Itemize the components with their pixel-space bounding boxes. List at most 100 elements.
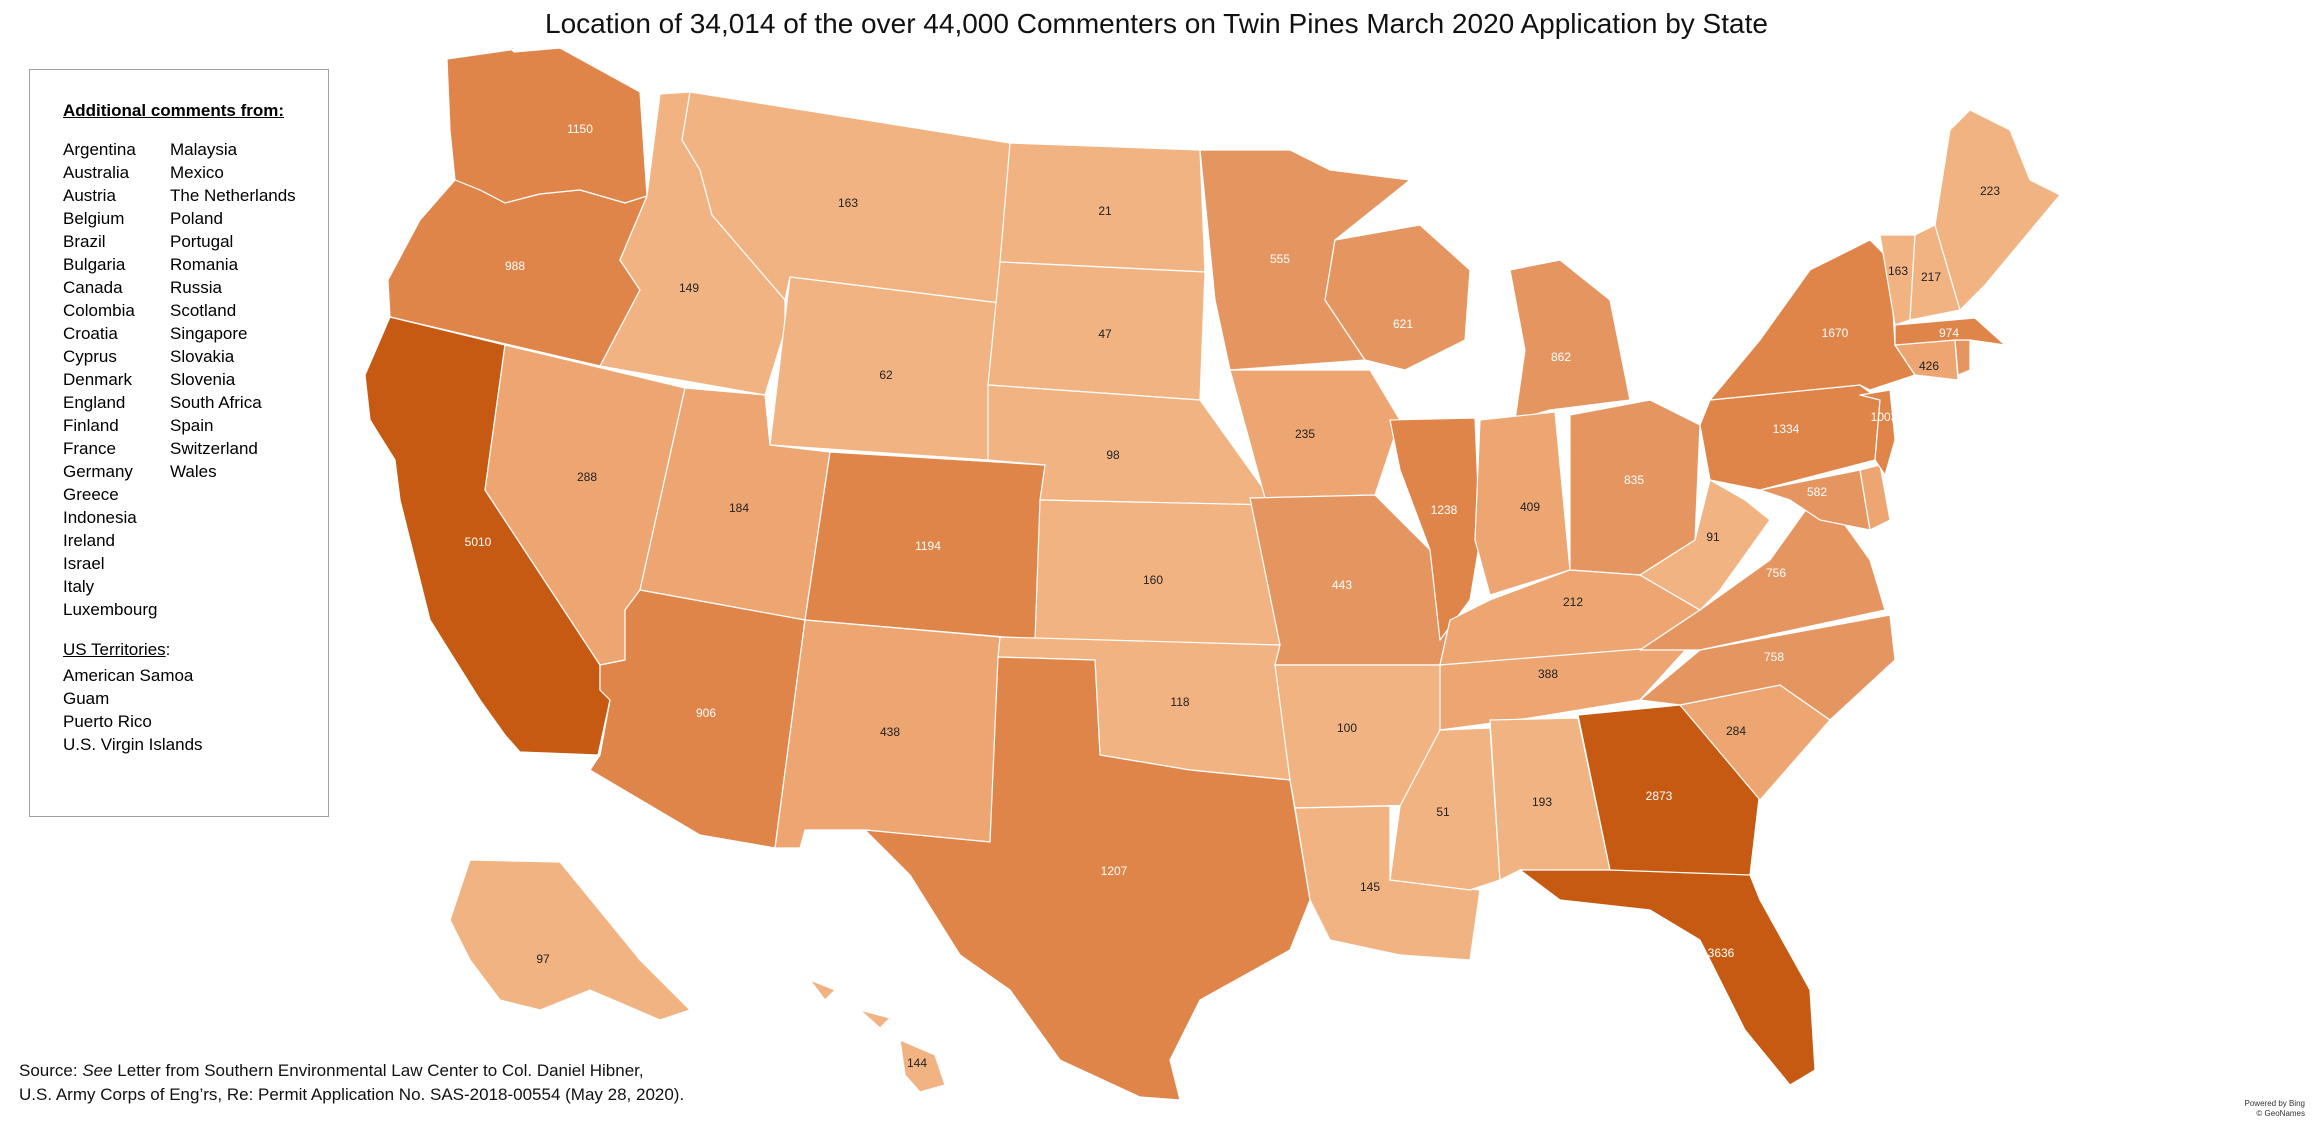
state-value-nm: 438 [880,725,900,739]
state-value-pa: 1334 [1773,422,1800,436]
state-me [1934,109,2061,311]
country-item: Poland [170,209,223,228]
source-line1: Letter from Southern Environmental Law C… [112,1061,644,1080]
state-fl [1519,869,1816,1086]
state-value-al: 193 [1532,795,1552,809]
state-value-tx: 1207 [1101,864,1128,878]
map-credit: Powered by Bing © GeoNames [2245,1099,2305,1119]
state-value-ny: 1670 [1822,326,1849,340]
state-value-mi: 862 [1551,350,1571,364]
state-value-wa: 1150 [567,122,593,136]
state-tx [864,656,1311,1101]
state-value-ar: 100 [1337,721,1357,735]
country-item: Colombia [63,301,135,320]
state-wv [1639,479,1771,611]
state-value-ok: 118 [1170,695,1189,709]
territories-heading-text: US Territories [63,640,166,659]
country-item: Bulgaria [63,255,126,274]
state-ri [1954,339,1971,376]
state-value-az: 906 [696,706,716,720]
state-value-nv: 288 [577,470,597,484]
country-item: Austria [63,186,116,205]
country-item: Slovakia [170,347,235,366]
country-item: Mexico [170,163,224,182]
country-item: Portugal [170,232,234,251]
country-item: France [63,439,116,458]
state-value-ky: 212 [1563,595,1583,609]
state-value-tn: 388 [1538,667,1558,681]
state-value-ia: 235 [1295,427,1315,441]
state-value-md: 582 [1807,485,1827,499]
country-item: Belgium [63,209,125,228]
state-value-wi: 621 [1393,317,1413,331]
country-item: Indonesia [63,508,137,527]
state-value-or: 988 [505,259,525,273]
state-value-nd: 21 [1098,204,1112,218]
legend-box: Additional comments from: Argentina Austr… [29,69,329,817]
state-in [1474,411,1571,596]
state-value-ms: 51 [1436,805,1450,819]
country-item: Switzerland [170,439,258,458]
state-value-mn: 555 [1270,252,1290,266]
territory-item: Guam [63,689,110,708]
country-item: Israel [63,554,105,573]
state-value-ut: 184 [729,501,749,515]
territory-item: Puerto Rico [63,712,152,731]
country-item: Scotland [170,301,237,320]
state-md [1759,469,1871,531]
state-value-ne: 98 [1106,448,1120,462]
state-value-ks: 160 [1143,573,1163,587]
state-nj [1859,389,1896,476]
state-value-ca: 5010 [465,535,492,549]
state-sd [987,261,1206,401]
country-item: Singapore [170,324,248,343]
state-value-va: 756 [1766,566,1786,580]
country-item: Italy [63,577,95,596]
state-de [1859,464,1891,531]
state-value-sd: 47 [1098,327,1112,341]
state-wi [1324,224,1471,371]
source-line2: U.S. Army Corps of Eng’rs, Re: Permit Ap… [19,1085,685,1104]
state-value-me: 223 [1980,184,2000,198]
country-item: Spain [170,416,214,435]
state-value-ct: 426 [1919,359,1939,373]
country-item: Brazil [63,232,106,251]
country-item: Germany [63,462,133,481]
state-value-vt: 163 [1888,264,1908,278]
state-value-ma: 974 [1939,326,1959,340]
state-value-ak: 97 [536,952,550,966]
legend-heading: Additional comments from: [63,101,285,120]
state-value-mo: 443 [1332,578,1352,592]
country-list-column-1: Argentina Australia Austria Belgium Brazil Bu… [63,138,158,621]
state-value-oh: 835 [1624,473,1644,487]
country-item: Cyprus [63,347,117,366]
state-mi [1509,259,1631,421]
country-item: Luxembourg [63,600,158,619]
country-item: Canada [63,278,123,297]
country-item: Australia [63,163,130,182]
country-item: Greece [63,485,119,504]
state-value-sc: 284 [1726,724,1746,738]
territory-item: U.S. Virgin Islands [63,735,203,754]
state-value-nh: 217 [1921,270,1941,284]
state-value-la: 145 [1360,880,1380,894]
state-ma [1894,317,2006,346]
country-item: South Africa [170,393,262,412]
country-item: Russia [170,278,222,297]
state-value-in: 409 [1520,500,1540,514]
credit-geonames: © GeoNames [2256,1109,2305,1118]
country-item: England [63,393,126,412]
source-note: Source: See Letter from Southern Environ… [19,1059,684,1107]
country-item: Argentina [63,140,136,159]
state-value-fl: 3636 [1708,946,1735,960]
state-value-co: 1194 [915,539,941,553]
state-value-nc: 758 [1764,650,1784,664]
country-item: Slovenia [170,370,236,389]
territories-heading-colon: : [165,640,171,659]
map-title: Location of 34,014 of the over 44,000 Co… [545,8,1768,39]
state-value-wv: 91 [1706,530,1720,544]
country-item: The Netherlands [170,186,296,205]
country-item: Denmark [63,370,132,389]
state-ia [1229,369,1401,499]
